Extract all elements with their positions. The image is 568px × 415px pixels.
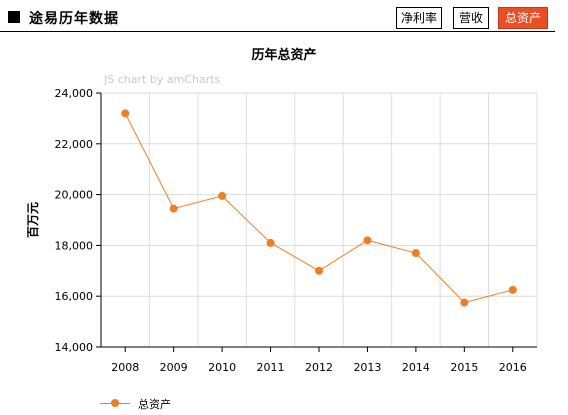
legend-dot-marker (111, 399, 119, 407)
data-point (266, 238, 275, 247)
chart-axes: 14,000 16,000 18,000 20,000 22,000 24,000 2008… (26, 87, 537, 374)
line-chart: 14,000 16,000 18,000 20,000 22,000 24,000 2008… (26, 87, 538, 374)
y-tick-label: 16,000 (55, 290, 94, 303)
tab-total-assets[interactable]: 总资产 (498, 7, 548, 29)
page-title: 途易历年数据 (29, 11, 119, 27)
chart-series (121, 109, 517, 307)
legend-label: 总资产 (138, 398, 171, 411)
data-point (169, 204, 178, 213)
data-point (363, 236, 372, 245)
y-tick-label: 20,000 (55, 189, 94, 202)
data-point (218, 191, 227, 200)
tab-revenue[interactable]: 营收 (453, 7, 489, 29)
y-axis-label: 百万元 (26, 202, 40, 238)
tab-net-profit-rate[interactable]: 净利率 (396, 7, 442, 29)
x-tick-label: 2013 (353, 361, 381, 374)
data-point (411, 249, 420, 258)
y-tick-label: 22,000 (55, 138, 94, 151)
x-tick-label: 2016 (499, 361, 527, 374)
chart-title: 历年总资产 (251, 48, 317, 63)
chart-watermark[interactable]: JS chart by amCharts (104, 73, 221, 86)
x-tick-label: 2014 (402, 361, 430, 374)
chart-grid (101, 92, 538, 348)
header: 途易历年数据 净利率 营收 总资产 (0, 0, 568, 33)
header-divider (0, 31, 555, 32)
data-point (121, 109, 130, 118)
y-tick-label: 18,000 (55, 239, 94, 252)
x-tick-label: 2012 (305, 361, 333, 374)
data-point (508, 285, 517, 294)
y-tick-label: 24,000 (55, 87, 94, 100)
y-tick-label: 14,000 (55, 341, 94, 354)
x-tick-label: 2008 (111, 361, 139, 374)
x-tick-label: 2009 (160, 361, 188, 374)
data-point (315, 266, 323, 275)
header-square-icon (8, 11, 20, 23)
x-tick-label: 2015 (450, 361, 478, 374)
data-point (460, 298, 469, 307)
x-tick-label: 2010 (208, 361, 236, 374)
x-tick-label: 2011 (257, 361, 285, 374)
